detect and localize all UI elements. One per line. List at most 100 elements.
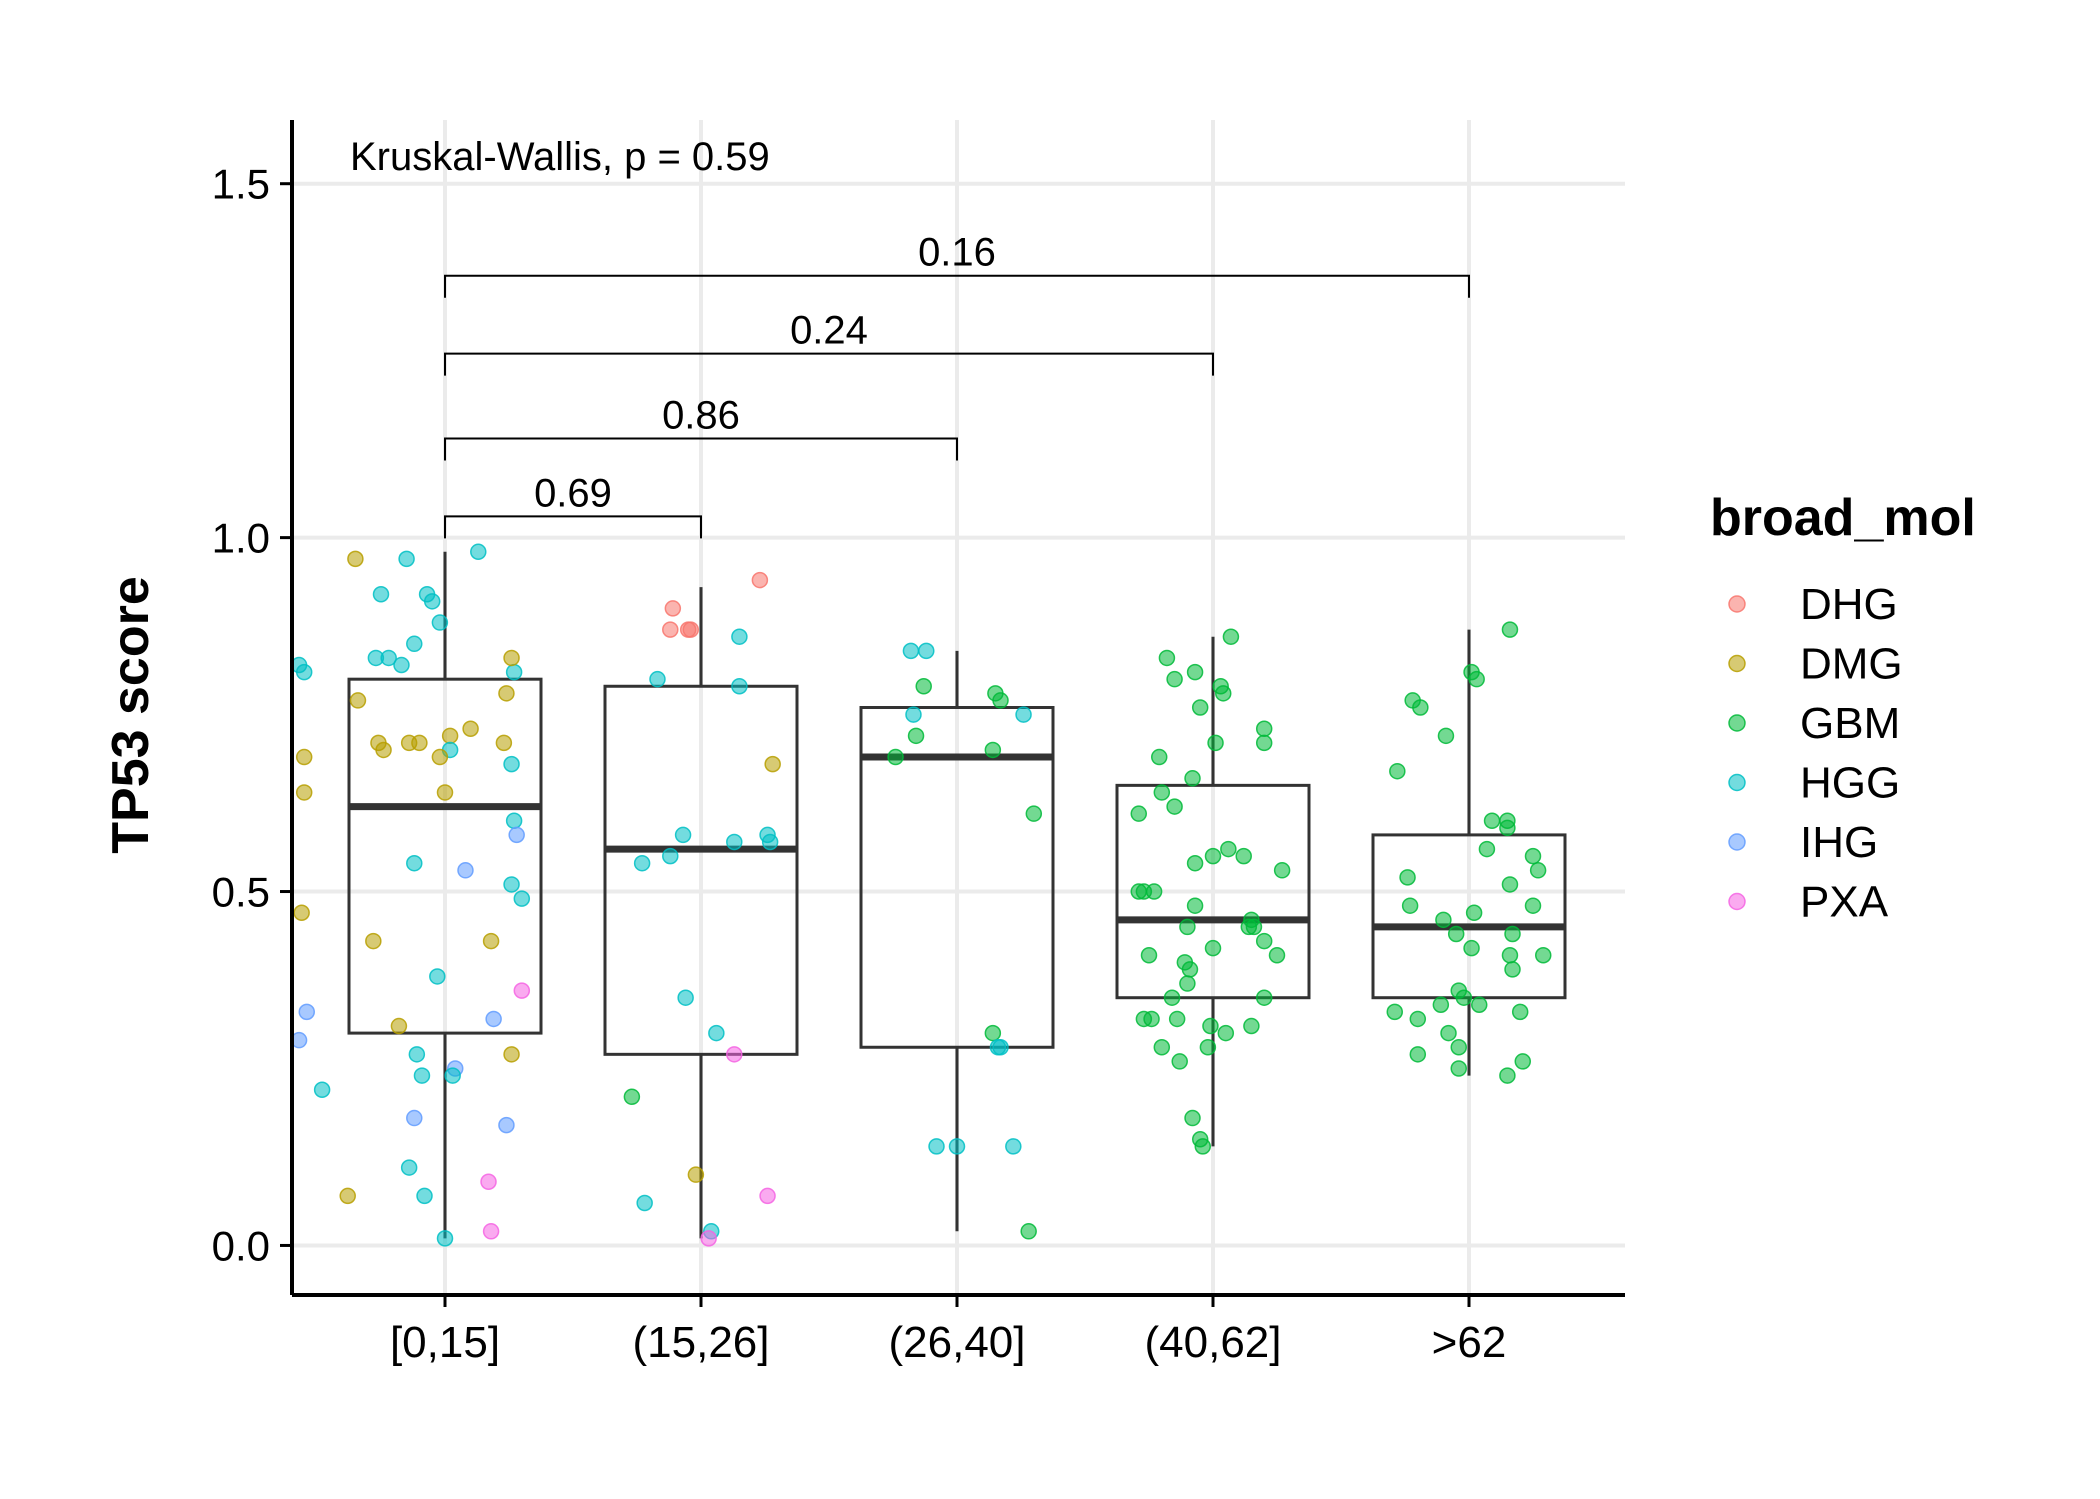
data-point	[633, 854, 651, 872]
data-point	[1166, 670, 1183, 688]
comparison-p-value: 0.69	[534, 471, 612, 515]
data-point	[1202, 1017, 1219, 1035]
data-point	[505, 812, 523, 830]
data-point	[431, 748, 449, 766]
data-point	[623, 1088, 641, 1106]
data-point	[1432, 996, 1450, 1014]
data-point	[1409, 1046, 1427, 1063]
data-point	[1255, 989, 1273, 1006]
data-point	[1222, 628, 1240, 645]
data-point	[503, 755, 520, 773]
annotation-layer: 0.69 0.86 0.24 0.16	[444, 231, 1470, 539]
comparison-p-value: 0.16	[918, 231, 996, 275]
data-point	[1143, 1010, 1160, 1028]
data-point	[411, 734, 428, 752]
data-point	[293, 904, 310, 922]
data-point	[1179, 975, 1196, 992]
x-tick-label: >62	[1432, 1318, 1507, 1367]
data-point	[1440, 1024, 1457, 1042]
data-point	[1214, 685, 1232, 702]
data-point	[1150, 748, 1168, 766]
data-point	[1020, 1223, 1037, 1240]
data-point	[503, 876, 520, 893]
data-point	[1220, 840, 1237, 858]
data-point	[313, 1081, 331, 1098]
data-point	[462, 720, 479, 737]
data-point	[431, 614, 449, 631]
data-point	[759, 1187, 776, 1205]
global-test-annotation: Kruskal-Wallis, p = 0.59	[350, 135, 770, 179]
data-point	[677, 989, 694, 1006]
data-point	[992, 1039, 1009, 1056]
data-point	[1409, 1010, 1427, 1028]
data-point	[413, 1067, 431, 1084]
y-tick-label: 1.0	[212, 515, 270, 562]
data-point	[1412, 699, 1429, 716]
comparison-bracket	[444, 352, 1214, 376]
comparison-p-value: 0.86	[662, 394, 740, 438]
data-point	[1478, 840, 1496, 858]
data-point	[1504, 961, 1521, 978]
legend-entries: DHG DMG GBM HGG IHG PXA	[1728, 580, 1903, 927]
box-layer	[347, 551, 1567, 1239]
data-point	[375, 741, 392, 759]
data-point	[731, 628, 748, 645]
data-point	[992, 692, 1009, 709]
data-point	[1255, 720, 1273, 737]
data-point	[349, 692, 367, 709]
y-tick-label: 0.0	[212, 1222, 270, 1269]
legend-key	[1728, 654, 1746, 673]
box-iqr	[859, 706, 1055, 1049]
data-point	[907, 727, 925, 745]
data-point	[1399, 869, 1416, 886]
data-point	[429, 968, 446, 985]
data-point	[295, 784, 313, 801]
legend-key	[1728, 892, 1746, 911]
data-point	[1153, 1039, 1171, 1056]
data-point	[457, 862, 474, 879]
legend-key	[1728, 595, 1746, 613]
data-point	[700, 1230, 717, 1247]
comparison-bracket	[444, 437, 958, 461]
data-point	[726, 833, 743, 851]
data-point	[1504, 925, 1521, 943]
data-point	[1186, 663, 1204, 681]
data-point	[1529, 862, 1547, 879]
y-tick-label: 0.5	[212, 869, 270, 916]
data-point	[508, 826, 525, 844]
data-point	[1184, 1109, 1201, 1127]
data-point	[662, 621, 679, 638]
data-point	[1166, 798, 1183, 815]
data-point	[485, 1010, 502, 1028]
data-point	[1163, 989, 1181, 1006]
data-point	[887, 748, 904, 766]
data-point	[1268, 946, 1286, 964]
data-point	[761, 833, 779, 851]
data-point	[365, 932, 382, 950]
data-point	[1499, 1067, 1516, 1084]
data-point	[1273, 862, 1291, 879]
data-point	[649, 670, 666, 688]
data-point	[372, 585, 390, 603]
data-point	[1450, 1039, 1468, 1056]
data-point	[503, 1046, 520, 1063]
data-point	[664, 600, 682, 617]
y-axis-label: TP53 score	[102, 576, 160, 854]
data-point	[984, 1024, 1002, 1042]
data-point	[726, 1046, 743, 1063]
legend-key	[1728, 773, 1746, 792]
data-point	[1468, 670, 1485, 688]
data-point	[295, 748, 313, 766]
box-iqr	[347, 677, 543, 1035]
data-point	[498, 685, 515, 702]
data-point	[1025, 805, 1043, 822]
data-point	[1184, 770, 1201, 787]
data-point	[495, 734, 513, 752]
data-point	[513, 982, 531, 999]
data-point	[1465, 904, 1483, 922]
legend-title: broad_mol	[1710, 489, 1976, 547]
data-point	[1179, 918, 1196, 936]
box-iqr	[603, 684, 799, 1056]
legend-label: PXA	[1800, 878, 1889, 927]
